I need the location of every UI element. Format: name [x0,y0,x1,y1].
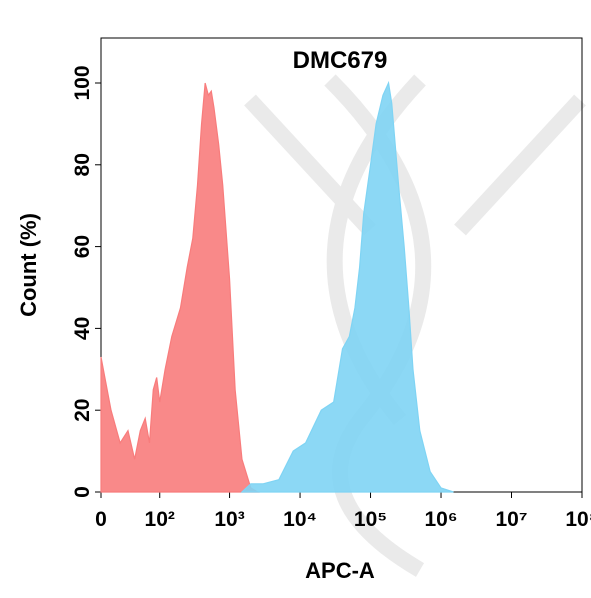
x-axis-label: APC-A [305,558,375,583]
watermark [244,74,586,577]
y-tick-label: 60 [71,235,94,258]
chart-title: DMC679 [293,47,388,74]
y-tick-label: 80 [71,153,94,176]
x-tick-label: 10³ [214,508,244,531]
x-tick-label: 10⁷ [495,508,527,531]
x-tick-label: 10² [145,508,175,531]
y-tick-label: 100 [71,65,94,100]
area [100,82,260,493]
y-tick-label: 20 [71,399,94,422]
y-tick-label: 40 [71,317,94,340]
x-tick-label: 10⁶ [425,508,458,531]
area [240,80,454,493]
x-tick-label: 10⁸ [565,508,591,531]
x-tick-label: 0 [95,508,107,531]
x-tick-label: 10⁴ [283,508,317,531]
y-axis-label: Count (%) [16,213,41,317]
y-tick-label: 0 [71,486,94,498]
x-tick-label: 10⁵ [354,508,387,531]
